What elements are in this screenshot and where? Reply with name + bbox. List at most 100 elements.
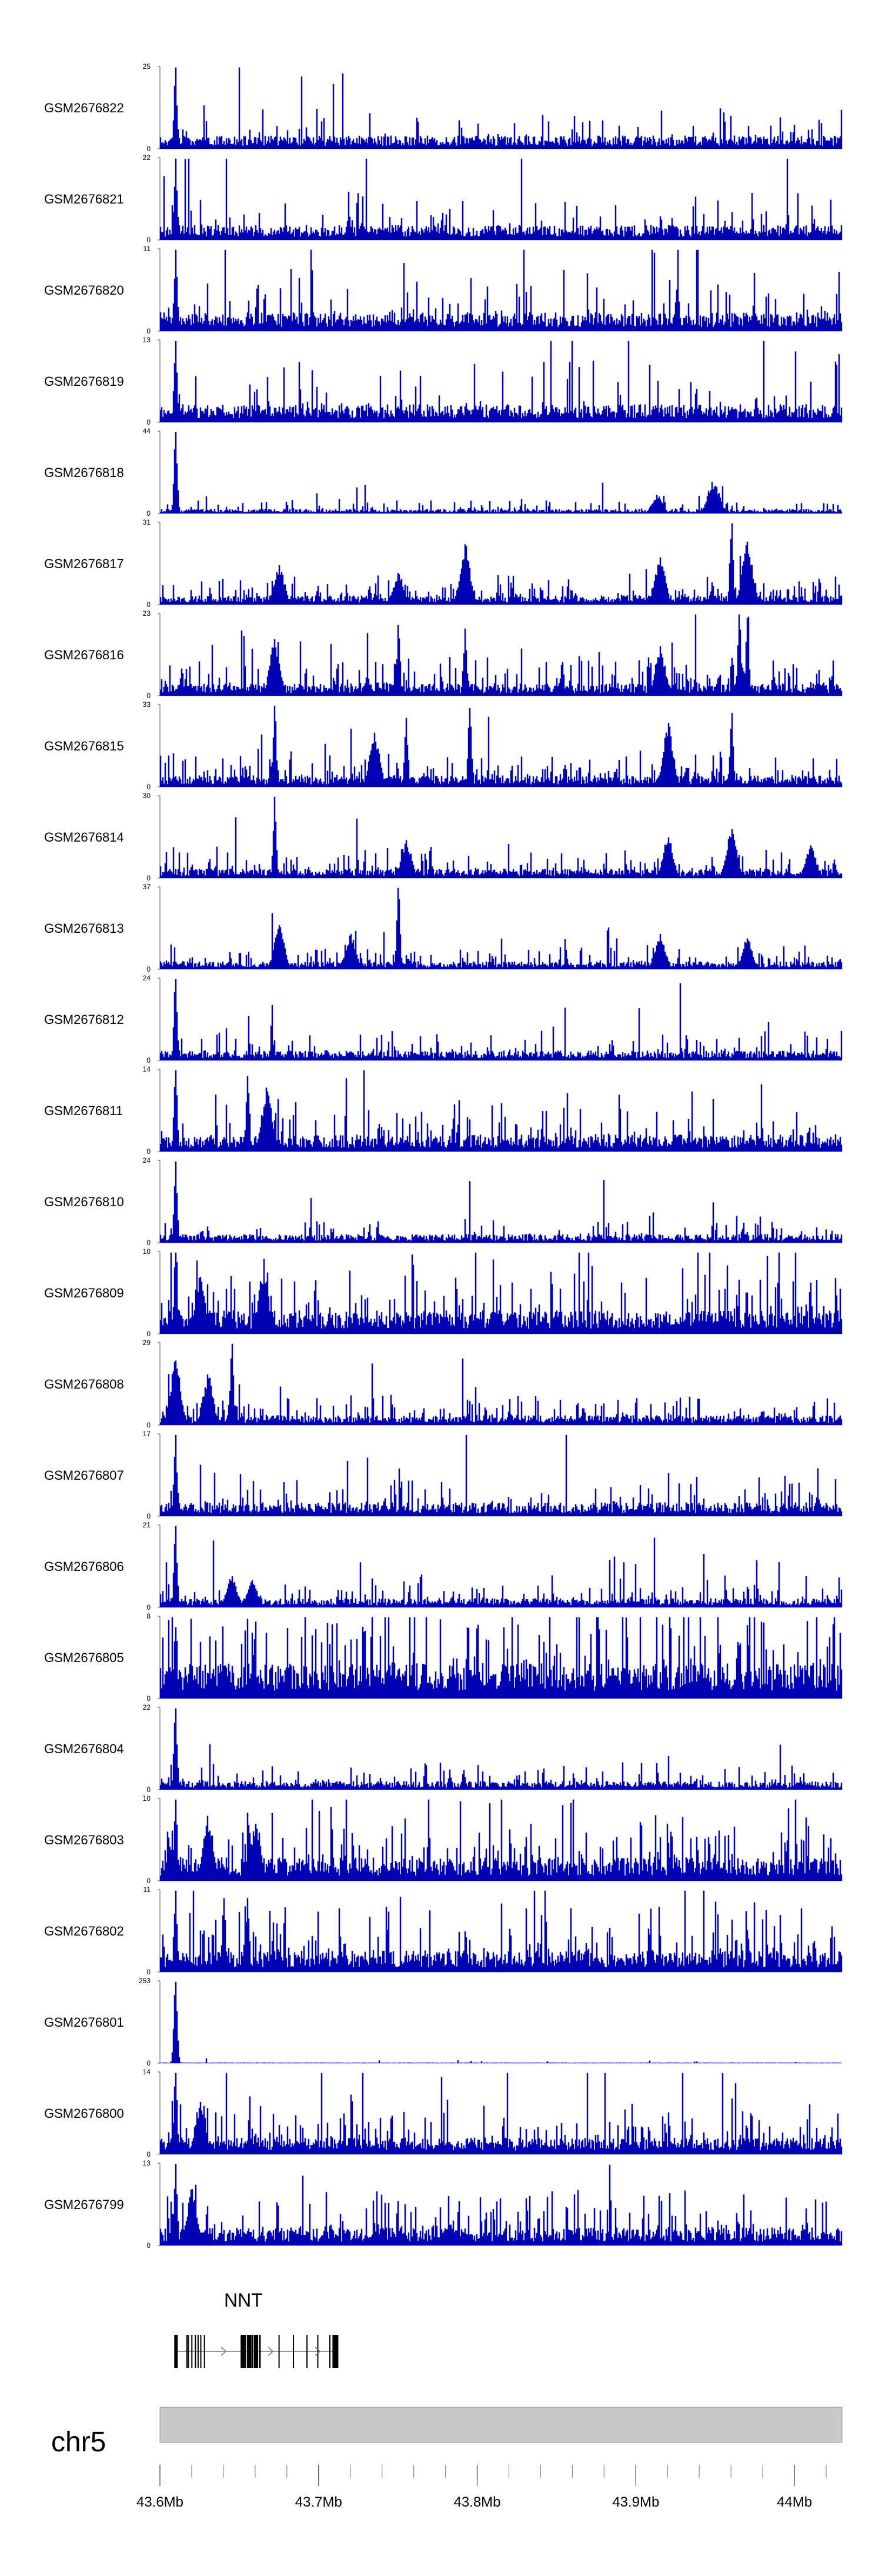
y-min-label: 0 <box>146 692 151 700</box>
coverage-area <box>159 158 843 241</box>
coverage-tracks: GSM2676822250GSM2676821220GSM2676820110G… <box>44 62 843 2250</box>
y-min-label: 0 <box>146 874 151 882</box>
y-min-label: 0 <box>146 1421 151 1429</box>
y-min-label: 0 <box>146 1603 151 1611</box>
track-label: GSM2676820 <box>44 283 124 298</box>
track-GSM2676809: GSM2676809 10 0 <box>44 1247 843 1338</box>
track-label: GSM2676803 <box>44 1833 124 1847</box>
track-label: GSM2676809 <box>44 1286 124 1300</box>
y-max-label: 37 <box>143 883 151 891</box>
coverage-area <box>159 614 843 696</box>
y-max-label: 22 <box>143 154 151 162</box>
coverage-area <box>159 67 843 149</box>
coverage-area <box>159 1070 843 1152</box>
gene-exon <box>242 2335 244 2368</box>
track-label: GSM2676815 <box>44 739 124 753</box>
y-max-label: 10 <box>143 1794 151 1803</box>
gene-exon <box>306 2335 308 2368</box>
y-max-label: 253 <box>139 1977 151 1985</box>
y-max-label: 23 <box>143 609 151 618</box>
track-GSM2676800: GSM2676800 14 0 <box>44 2068 843 2158</box>
track-label: GSM2676813 <box>44 921 124 936</box>
gene-exon <box>329 2335 330 2368</box>
y-min-label: 0 <box>146 783 151 791</box>
track-label: GSM2676804 <box>44 1741 124 1756</box>
coverage-area <box>159 523 843 605</box>
track-GSM2676820: GSM2676820 11 0 <box>44 245 843 335</box>
track-label: GSM2676799 <box>44 2197 124 2212</box>
y-min-label: 0 <box>146 1786 151 1794</box>
track-label: GSM2676814 <box>44 830 124 845</box>
track-GSM2676811: GSM2676811 14 0 <box>44 1065 843 1156</box>
y-min-label: 0 <box>146 509 151 518</box>
coverage-area <box>159 341 843 423</box>
gene-exon <box>259 2335 261 2368</box>
coverage-area <box>159 1252 843 1334</box>
coverage-area <box>159 1981 843 2064</box>
track-GSM2676802: GSM2676802 11 0 <box>44 1886 843 1976</box>
track-GSM2676813: GSM2676813 37 0 <box>44 883 843 973</box>
gene-model <box>174 2335 339 2368</box>
coverage-area <box>159 1526 843 1608</box>
y-min-label: 0 <box>146 1512 151 1520</box>
y-min-label: 0 <box>146 1239 151 1247</box>
y-max-label: 22 <box>143 1703 151 1711</box>
y-min-label: 0 <box>146 2150 151 2158</box>
track-label: GSM2676810 <box>44 1194 124 1209</box>
track-label: GSM2676800 <box>44 2106 124 2121</box>
y-max-label: 24 <box>143 1156 151 1164</box>
y-min-label: 0 <box>146 1330 151 1338</box>
coverage-area <box>159 1708 843 1790</box>
coverage-area <box>159 249 843 332</box>
track-label: GSM2676818 <box>44 465 124 480</box>
gene-exon <box>197 2335 199 2368</box>
coverage-area <box>159 1617 843 1699</box>
y-max-label: 10 <box>143 1247 151 1256</box>
track-GSM2676822: GSM2676822 25 0 <box>44 62 843 153</box>
track-label: GSM2676806 <box>44 1559 124 1574</box>
y-min-label: 0 <box>146 145 151 153</box>
gene-exon <box>278 2335 280 2368</box>
gene-exon <box>203 2335 205 2368</box>
gene-model-track: NNT <box>174 2290 339 2368</box>
gene-exon <box>188 2335 189 2368</box>
track-GSM2676816: GSM2676816 23 0 <box>44 609 843 700</box>
y-max-label: 44 <box>143 427 151 435</box>
coverage-area <box>159 1434 843 1517</box>
coverage-area <box>159 796 843 879</box>
genomic-axis: 43.6Mb 43.7Mb 43.8Mb 43.9Mb 44Mb <box>136 2465 827 2510</box>
chromosome-ideogram: chr5 <box>51 2407 843 2458</box>
track-GSM2676814: GSM2676814 30 0 <box>44 792 843 882</box>
x-tick-label: 44Mb <box>777 2494 812 2510</box>
y-max-label: 29 <box>143 1339 151 1347</box>
coverage-area <box>159 887 843 970</box>
y-min-label: 0 <box>146 1056 151 1065</box>
coverage-area <box>159 1161 843 1243</box>
y-min-label: 0 <box>146 236 151 244</box>
track-GSM2676806: GSM2676806 21 0 <box>44 1521 843 1611</box>
track-label: GSM2676802 <box>44 1924 124 1938</box>
gene-exon <box>251 2335 253 2368</box>
y-min-label: 0 <box>146 1147 151 1156</box>
strand-arrow <box>268 2347 274 2356</box>
y-min-label: 0 <box>146 2059 151 2067</box>
track-label: GSM2676807 <box>44 1468 124 1483</box>
coverage-area <box>159 1343 843 1426</box>
gene-exon <box>293 2335 294 2368</box>
track-label: GSM2676821 <box>44 192 124 206</box>
y-min-label: 0 <box>146 1877 151 1885</box>
y-max-label: 11 <box>143 1886 151 1894</box>
track-GSM2676818: GSM2676818 44 0 <box>44 427 843 518</box>
track-GSM2676821: GSM2676821 22 0 <box>44 154 843 244</box>
track-label: GSM2676811 <box>44 1103 123 1118</box>
track-GSM2676801: GSM2676801 253 0 <box>44 1977 843 2067</box>
gene-exon <box>244 2335 246 2368</box>
y-max-label: 14 <box>143 1065 151 1073</box>
y-max-label: 30 <box>143 792 151 800</box>
track-GSM2676805: GSM2676805 8 0 <box>44 1612 843 1703</box>
y-max-label: 13 <box>143 2159 151 2167</box>
coverage-area <box>159 705 843 788</box>
gene-exon <box>256 2335 258 2368</box>
gene-exon <box>332 2335 339 2368</box>
